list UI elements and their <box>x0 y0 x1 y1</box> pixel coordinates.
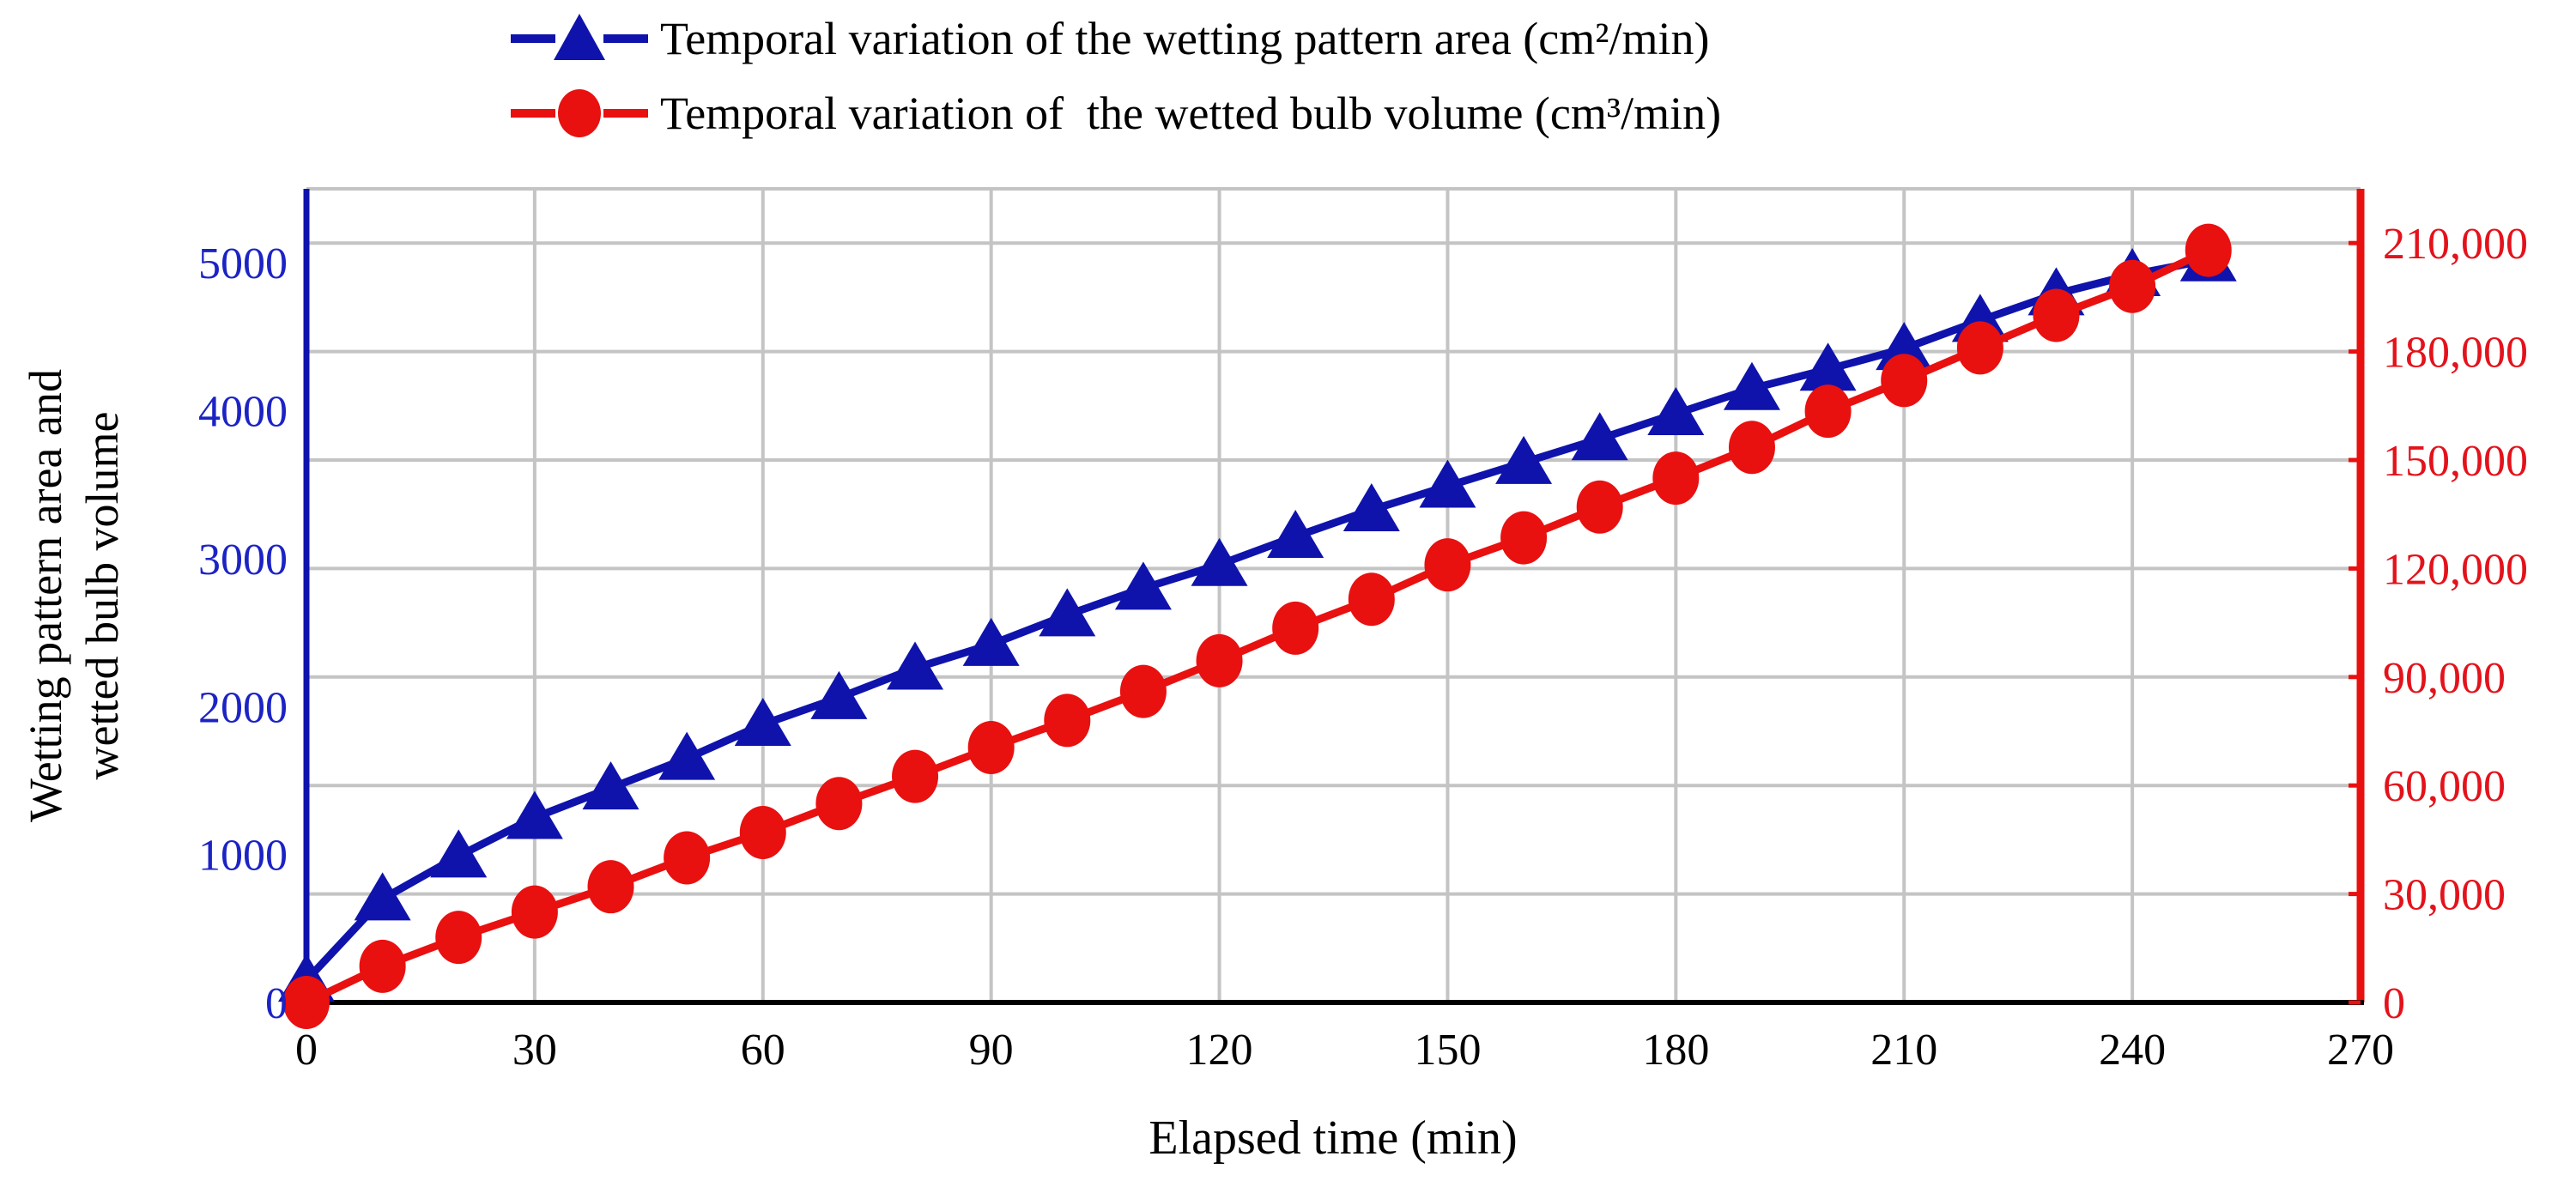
x-axis-tick-label: 240 <box>2099 1026 2166 1075</box>
left-axis-tick-label: 1000 <box>198 832 288 881</box>
volume-data-point-marker <box>664 831 711 885</box>
left-axis-tick-label: 2000 <box>198 683 288 732</box>
right-axis-tick-label: 0 <box>2383 979 2405 1028</box>
area-data-point-marker <box>1419 459 1476 508</box>
area-series-key-icon <box>511 14 648 60</box>
volume-data-point-marker <box>1119 664 1167 718</box>
volume-data-point-marker <box>739 805 786 859</box>
volume-data-point-marker <box>2185 223 2232 277</box>
left-axis-tick-label: 4000 <box>198 388 288 437</box>
volume-data-point-marker <box>815 777 863 831</box>
volume-data-point-marker <box>511 885 558 939</box>
volume-data-point-marker <box>1728 421 1775 475</box>
area-data-point-marker <box>430 829 488 878</box>
x-axis-tick-label: 150 <box>1414 1026 1481 1075</box>
x-axis-tick-label: 30 <box>512 1026 557 1075</box>
right-axis-tick-label: 30,000 <box>2383 871 2506 920</box>
area-data-point-marker <box>962 617 1020 666</box>
legend-label-volume: Temporal variation of the wetted bulb vo… <box>660 88 1722 139</box>
right-axis-tick-label: 180,000 <box>2383 329 2528 378</box>
area-data-point-marker <box>810 670 868 719</box>
volume-data-point-marker <box>1196 633 1243 687</box>
volume-data-point-marker <box>967 720 1015 774</box>
volume-data-point-marker <box>435 911 482 965</box>
legend-item-area: Temporal variation of the wetting patter… <box>511 9 1721 69</box>
area-data-point-marker <box>1114 561 1172 610</box>
legend: Temporal variation of the wetting patter… <box>511 9 1721 158</box>
area-data-point-marker <box>1267 510 1324 559</box>
x-axis-tick-label: 210 <box>1870 1026 1937 1075</box>
right-axis-tick-label: 210,000 <box>2383 220 2528 269</box>
x-axis-tick-label: 60 <box>741 1026 785 1075</box>
area-data-point-marker <box>1039 588 1096 637</box>
area-data-point-marker <box>582 761 639 810</box>
area-data-point-marker <box>1495 435 1553 484</box>
volume-data-point-marker <box>1272 601 1319 655</box>
x-axis-title: Elapsed time (min) <box>1149 1111 1518 1165</box>
area-data-point-marker <box>734 697 791 746</box>
area-data-point-marker <box>1343 483 1400 532</box>
volume-data-point-marker <box>1956 321 2003 375</box>
volume-data-point-marker <box>1576 480 1623 534</box>
right-axis-tick-label: 120,000 <box>2383 545 2528 594</box>
volume-data-point-marker <box>359 939 406 993</box>
volume-data-point-marker <box>2033 288 2080 342</box>
area-data-point-marker <box>1799 342 1857 391</box>
volume-data-point-marker <box>587 860 634 914</box>
volume-data-point-marker <box>1500 511 1548 565</box>
area-data-point-marker <box>1723 361 1780 410</box>
volume-data-point-marker <box>1424 538 1471 592</box>
legend-label-area: Temporal variation of the wetting patter… <box>660 13 1710 64</box>
left-axis-tick-label: 0 <box>265 979 288 1028</box>
volume-data-point-marker <box>1652 451 1700 506</box>
x-axis-tick-label: 180 <box>1642 1026 1709 1075</box>
right-axis-tick-label: 60,000 <box>2383 762 2506 811</box>
volume-series-key-icon <box>511 89 648 137</box>
volume-data-point-marker <box>283 976 330 1029</box>
volume-data-point-marker <box>1881 354 1928 408</box>
x-axis-tick-label: 270 <box>2327 1026 2394 1075</box>
legend-item-volume: Temporal variation of the wetted bulb vo… <box>511 83 1721 143</box>
area-data-point-marker <box>1647 386 1705 435</box>
left-axis-tick-label: 3000 <box>198 536 288 584</box>
x-axis-tick-label: 120 <box>1186 1026 1253 1075</box>
area-data-point-marker <box>1571 412 1628 461</box>
volume-data-point-marker <box>892 749 939 803</box>
volume-data-point-marker <box>1348 572 1395 627</box>
area-data-point-marker <box>1191 537 1248 586</box>
volume-data-point-marker <box>2109 259 2156 313</box>
area-data-point-marker <box>1876 322 1933 371</box>
area-data-point-marker <box>506 790 563 839</box>
volume-data-point-marker <box>1044 693 1091 748</box>
area-data-point-marker <box>354 872 411 921</box>
x-axis-tick-label: 90 <box>969 1026 1014 1075</box>
left-axis-tick-label: 5000 <box>198 239 288 288</box>
x-axis-tick-label: 0 <box>295 1026 318 1075</box>
volume-data-point-marker <box>1804 385 1852 439</box>
right-axis-tick-label: 150,000 <box>2383 437 2528 486</box>
area-data-point-marker <box>658 731 716 780</box>
right-axis-tick-label: 90,000 <box>2383 654 2506 703</box>
area-data-point-marker <box>887 641 944 690</box>
